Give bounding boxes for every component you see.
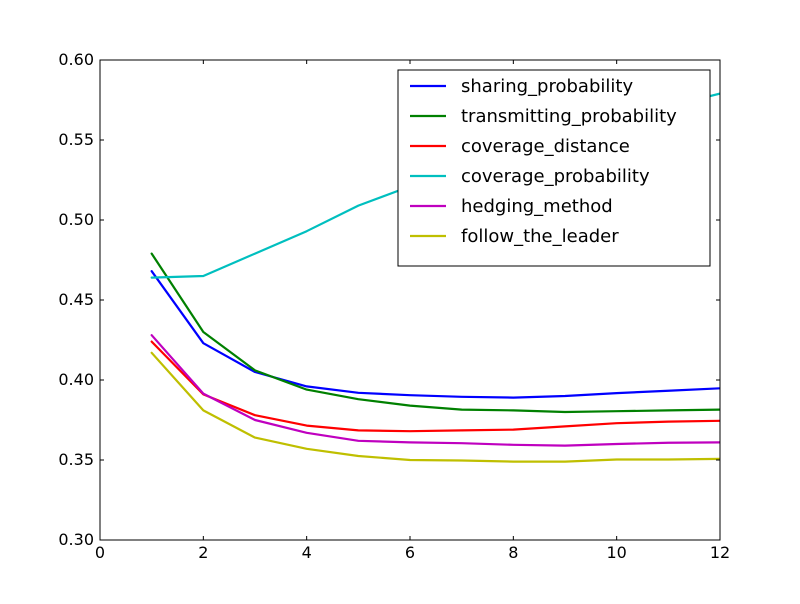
x-tick-label: 12 — [710, 543, 730, 562]
y-tick-label: 0.35 — [58, 450, 94, 469]
y-tick-label: 0.60 — [58, 50, 94, 69]
series-line-transmitting-probability — [150, 252, 720, 414]
x-tick-label: 2 — [198, 543, 208, 562]
legend-label: coverage_distance — [461, 136, 630, 157]
x-tick-label: 6 — [405, 543, 415, 562]
x-tick-label: 8 — [508, 543, 518, 562]
y-tick-label: 0.30 — [58, 530, 94, 549]
series-line-sharing-probability — [150, 270, 720, 399]
y-tick-label: 0.55 — [58, 130, 94, 149]
x-tick-label: 4 — [302, 543, 312, 562]
y-tick-label: 0.50 — [58, 210, 94, 229]
legend-label: follow_the_leader — [461, 226, 619, 247]
legend-label: coverage_probability — [461, 166, 650, 187]
axis-layer: 0 2 4 6 8 10 12 0.30 0.35 0.40 0.45 0.50 0.55 0.60 — [58, 50, 730, 562]
legend-label: sharing_probability — [461, 76, 633, 97]
y-tick-label: 0.40 — [58, 370, 94, 389]
series-line-hedging-method — [150, 334, 720, 447]
y-tick-label: 0.45 — [58, 290, 94, 309]
legend-label: transmitting_probability — [461, 106, 677, 127]
x-tick-label: 10 — [606, 543, 626, 562]
legend: sharing_probability transmitting_probabil… — [397, 69, 711, 267]
x-tick-label: 0 — [95, 543, 105, 562]
legend-box — [397, 69, 711, 267]
series-line-follow-the-leader — [150, 351, 720, 463]
series-line-coverage-distance — [150, 340, 720, 433]
legend-label: hedging_method — [461, 196, 613, 217]
